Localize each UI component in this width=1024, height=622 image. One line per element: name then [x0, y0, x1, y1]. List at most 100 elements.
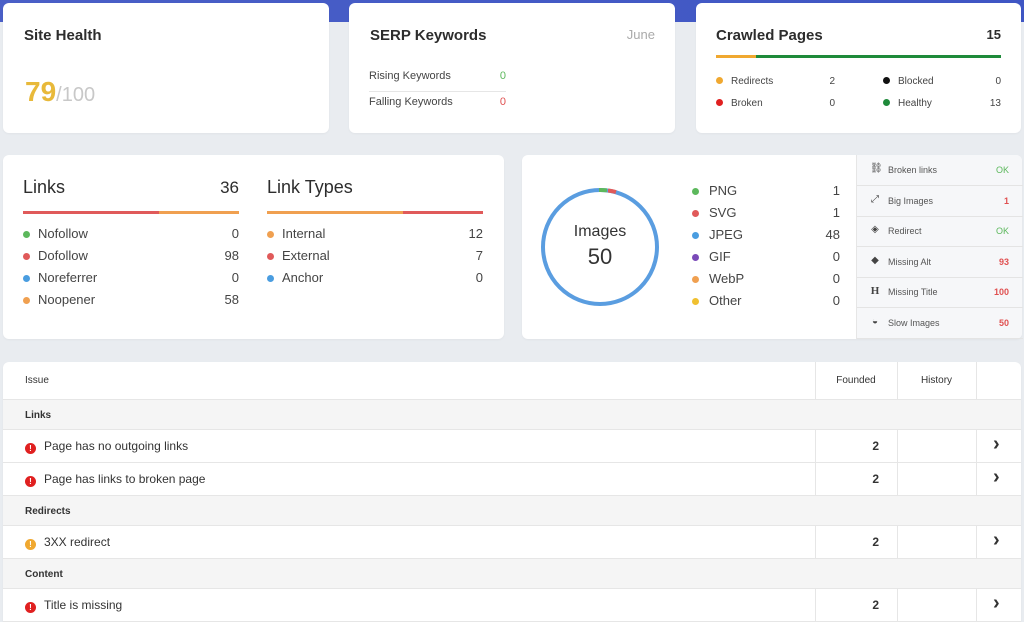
links-title: Links [23, 177, 66, 197]
item-value: 12 [468, 226, 483, 241]
link-type-item-anchor: Anchor 0 [267, 270, 483, 286]
check-value: 50 [998, 318, 1009, 328]
item-value: 0 [231, 270, 239, 285]
table-group-row: Content [3, 559, 1021, 589]
legend-dot [23, 297, 30, 304]
serp-month: June [626, 27, 655, 42]
table-row[interactable]: ! Page has no outgoing links 2 › [3, 430, 1021, 463]
item-label: Nofollow [38, 226, 88, 241]
crawled-pages-title: Crawled Pages [716, 27, 823, 44]
issues-table: Issue Founded History Links! Page has no … [3, 362, 1021, 622]
chevron-right-icon[interactable]: › [993, 433, 1000, 455]
crawl-bar-redirects [716, 55, 756, 58]
item-value: 0 [475, 270, 483, 285]
rising-keywords-row: Rising Keywords 0 [369, 70, 506, 92]
check-label: Missing Alt [888, 256, 932, 267]
image-type-other: Other 0 [692, 293, 840, 309]
table-row[interactable]: ! Title is missing 2 › [3, 589, 1021, 622]
item-value: 48 [825, 227, 840, 242]
legend-dot [692, 188, 699, 195]
crawl-item-broken: Broken 0 [716, 98, 835, 112]
error-icon: ! [25, 476, 36, 487]
link-types-bar-external [403, 211, 483, 214]
site-health-score: 79/100 [25, 76, 95, 108]
legend-dot [23, 253, 30, 260]
healthy-value: 13 [989, 98, 1001, 109]
table-header-row: Issue Founded History [3, 362, 1021, 400]
check-row-slow-images[interactable]: ◒ Slow Images 50 [857, 308, 1023, 339]
item-label: External [282, 248, 330, 263]
check-row-broken-links[interactable]: ⛓ Broken links OK [857, 155, 1023, 186]
check-value: 100 [993, 287, 1009, 298]
item-value: 0 [231, 226, 239, 241]
links-bar-noopener [159, 211, 239, 214]
check-row-missing-alt[interactable]: ◆ Missing Alt 93 [857, 247, 1023, 278]
item-value: 0 [832, 293, 840, 308]
broken-label: Broken [731, 98, 763, 109]
ring-svg-segment [607, 188, 617, 194]
item-label: SVG [709, 205, 737, 220]
falling-keywords-row: Falling Keywords 0 [369, 96, 506, 118]
serp-keywords-card: SERP Keywords June Rising Keywords 0 Fal… [349, 3, 675, 133]
founded-count: 2 [872, 439, 879, 453]
legend-dot [692, 276, 699, 283]
check-value: OK [995, 226, 1009, 237]
blocked-dot [883, 77, 890, 84]
header-history: History [920, 375, 953, 386]
item-value: 1 [832, 183, 840, 198]
broken-dot [716, 99, 723, 106]
heading-icon: H [870, 285, 880, 298]
check-value: 93 [998, 256, 1009, 267]
item-value: 58 [224, 292, 239, 307]
table-group-row: Links [3, 400, 1021, 430]
check-row-big-images[interactable]: ⤢ Big Images 1 [857, 186, 1023, 217]
healthy-dot [883, 99, 890, 106]
images-ring-count: 50 [588, 244, 612, 269]
chevron-right-icon[interactable]: › [993, 466, 1000, 488]
chevron-right-icon[interactable]: › [993, 592, 1000, 614]
issue-label: Page has no outgoing links [44, 439, 189, 453]
legend-dot [692, 210, 699, 217]
crawled-pages-bar [716, 55, 1001, 58]
links-bar-dofollow [23, 211, 160, 214]
founded-count: 2 [872, 598, 879, 612]
check-row-redirect[interactable]: ◈ Redirect OK [857, 216, 1023, 248]
tag-icon: ◆ [871, 254, 879, 266]
redirects-label: Redirects [731, 76, 774, 87]
item-value: 7 [475, 248, 483, 263]
check-value: 1 [1003, 195, 1009, 206]
issue-label: Title is missing [44, 598, 123, 612]
links-count: 36 [220, 178, 239, 197]
legend-dot [267, 275, 274, 282]
check-label: Missing Title [888, 287, 938, 298]
header-issue: Issue [25, 375, 49, 386]
links-item-noopener: Noopener 58 [23, 292, 239, 308]
item-label: Noreferrer [38, 270, 98, 285]
item-label: JPEG [709, 227, 743, 242]
crawl-item-healthy: Healthy 13 [883, 98, 1001, 112]
speedometer-icon: ◒ [871, 316, 879, 327]
item-value: 98 [224, 248, 239, 263]
item-label: Noopener [38, 292, 96, 307]
check-label: Redirect [888, 226, 922, 237]
image-type-svg: SVG 1 [692, 205, 840, 221]
images-card: Images 50 PNG 1 SVG 1 JPEG 48 GIF 0 WebP 0 Other 0 … [522, 155, 1023, 339]
score-value: 79 [25, 76, 57, 107]
issue-label: Page has links to broken page [44, 472, 206, 486]
table-row[interactable]: ! Page has links to broken page 2 › [3, 463, 1021, 496]
links-item-noreferrer: Noreferrer 0 [23, 270, 239, 286]
chevron-right-icon[interactable]: › [993, 529, 1000, 551]
legend-dot [267, 253, 274, 260]
falling-keywords-label: Falling Keywords [369, 96, 453, 108]
image-type-webp: WebP 0 [692, 271, 840, 287]
crawl-item-redirects: Redirects 2 [716, 76, 835, 90]
item-value: 0 [832, 271, 840, 286]
item-label: Anchor [282, 270, 324, 285]
site-health-card: Site Health 79/100 [3, 3, 329, 133]
warning-icon: ! [25, 539, 36, 550]
group-label: Links [25, 410, 52, 421]
table-row[interactable]: ! 3XX redirect 2 › [3, 526, 1021, 559]
check-value: OK [995, 165, 1009, 175]
error-icon: ! [25, 602, 36, 613]
check-row-missing-title[interactable]: H Missing Title 100 [857, 277, 1023, 309]
